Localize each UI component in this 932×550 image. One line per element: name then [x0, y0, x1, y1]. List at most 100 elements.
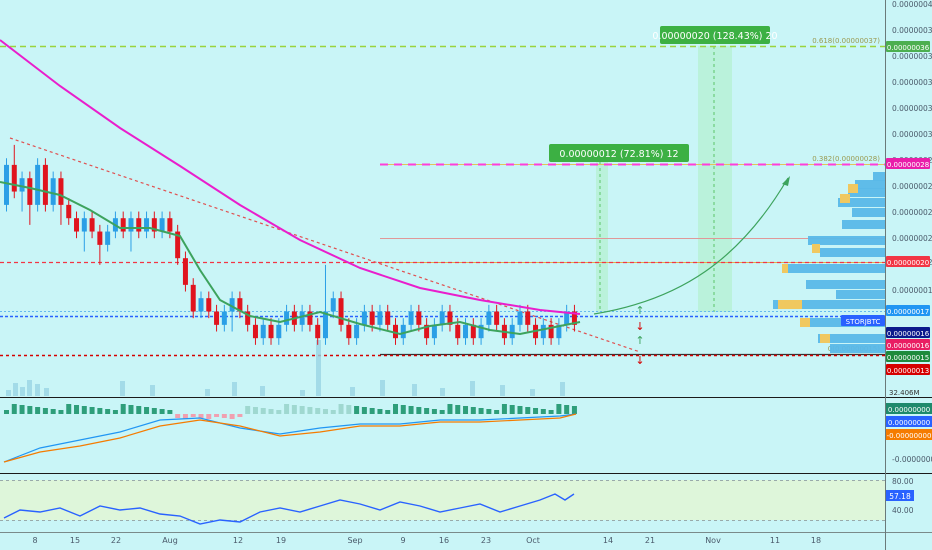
- price-tick-label: 0.00000032: [892, 104, 932, 113]
- ema-line: [0, 39, 581, 315]
- candle-body: [548, 324, 554, 339]
- volume-profile-highlight: [848, 184, 858, 193]
- macd-histogram-bar: [291, 405, 297, 414]
- up-arrow-icon: ↑: [635, 304, 644, 317]
- target-zone-1: [596, 162, 608, 312]
- up-arrow-icon: ↑: [635, 334, 644, 347]
- candle-body: [89, 218, 95, 232]
- volume-profile-bar: [848, 188, 885, 197]
- macd-histogram-bar: [556, 404, 562, 414]
- volume-label: 32.406M: [889, 389, 920, 397]
- rsi-tick-label: 80.00: [892, 477, 914, 486]
- macd-tick-label: -0.00000004: [892, 455, 932, 464]
- candle-body: [299, 311, 305, 325]
- candle-body: [167, 218, 173, 232]
- candle-body: [416, 311, 422, 325]
- macd-line: [3, 413, 577, 463]
- price-background: [0, 0, 885, 398]
- macd-histogram-bar: [424, 408, 430, 414]
- price-tag-box: [886, 256, 930, 267]
- macd-histogram-bar: [105, 409, 111, 414]
- x-tick-label: 22: [111, 536, 121, 545]
- volume-bar: [205, 389, 210, 396]
- macd-histogram-bar: [136, 406, 142, 414]
- macd-histogram-bar: [354, 406, 360, 414]
- candle-body: [214, 311, 220, 325]
- macd-tag-box: [886, 416, 932, 427]
- x-tick-label: 23: [481, 536, 491, 545]
- volume-bar: [530, 389, 535, 396]
- price-tag-label: 0.00000028: [887, 161, 929, 169]
- volume-profile-highlight: [800, 318, 810, 327]
- price-tag-label: 0.00000017: [887, 308, 929, 316]
- macd-histogram-bar: [74, 405, 80, 414]
- volume-profile-bar: [873, 172, 885, 181]
- candle-body: [81, 218, 87, 232]
- candle-body: [284, 311, 290, 325]
- macd-histogram-bar: [167, 410, 173, 414]
- candle-body: [66, 204, 72, 219]
- candle-body: [260, 324, 266, 339]
- x-tick-label: 21: [645, 536, 655, 545]
- volume-profile-bar: [818, 334, 885, 343]
- volume-bar: [6, 390, 11, 396]
- price-tag-label: 0.00000036: [887, 44, 930, 52]
- candle-body: [509, 324, 515, 339]
- volume-bar: [120, 381, 125, 396]
- macd-histogram-bar: [27, 406, 33, 414]
- volume-bar: [13, 383, 18, 396]
- candle-body: [470, 324, 476, 339]
- volume-profile-highlight: [782, 264, 788, 273]
- candle-body: [190, 284, 196, 312]
- macd-histogram-bar: [548, 410, 554, 414]
- price-tag-box: [886, 364, 930, 375]
- price-tick-label: 0.00000034: [892, 78, 932, 87]
- x-tick-label: Oct: [526, 536, 540, 545]
- candle-body: [35, 164, 41, 205]
- macd-histogram-bar: [206, 414, 212, 419]
- price-pane[interactable]: 0.618(0.00000037)0.382(0.00000028)0(0.00…: [0, 0, 932, 533]
- macd-histogram-bar: [252, 407, 258, 414]
- candle-body: [564, 311, 570, 325]
- target-label: 0.00000012 (72.81%) 12: [559, 149, 678, 160]
- macd-histogram-bar: [346, 405, 352, 414]
- macd-histogram-bar: [35, 407, 41, 414]
- candle-body: [478, 324, 484, 339]
- volume-profile-bar: [784, 264, 885, 273]
- candle-body: [206, 298, 212, 312]
- target-label-box: [660, 26, 770, 44]
- candle-body: [136, 218, 142, 232]
- macd-pane[interactable]: -0.00000004: [0, 398, 932, 472]
- target-label-box: [549, 144, 689, 162]
- candle-body: [486, 311, 492, 325]
- volume-bar: [260, 386, 265, 396]
- trendline: [9, 137, 641, 353]
- macd-histogram-bar: [11, 404, 17, 414]
- macd-histogram-bar: [385, 410, 391, 414]
- candle-body: [268, 324, 274, 339]
- x-tick-label: 19: [276, 536, 286, 545]
- macd-histogram-bar: [322, 409, 328, 414]
- macd-histogram-bar: [517, 406, 523, 414]
- macd-histogram-bar: [159, 409, 165, 414]
- macd-tag-box: [886, 403, 932, 414]
- candle-body: [175, 231, 181, 259]
- fib-label: 0.618(0.00000037): [812, 37, 880, 45]
- x-tick-label: Nov: [705, 536, 721, 545]
- volume-profile-highlight: [778, 300, 802, 309]
- x-tick-label: 8: [32, 536, 37, 545]
- macd-histogram-bar: [276, 410, 282, 414]
- volume-profile-highlight: [812, 244, 820, 253]
- price-tag-label: 0.00000016: [887, 330, 930, 338]
- macd-histogram-bar: [564, 405, 570, 414]
- candle-body: [400, 324, 406, 339]
- volume-bar: [440, 388, 445, 396]
- rsi-pane[interactable]: 80.00 40.00: [0, 476, 914, 532]
- macd-histogram-bar: [66, 404, 72, 414]
- candle-body: [369, 311, 375, 325]
- volume-bar: [232, 382, 237, 396]
